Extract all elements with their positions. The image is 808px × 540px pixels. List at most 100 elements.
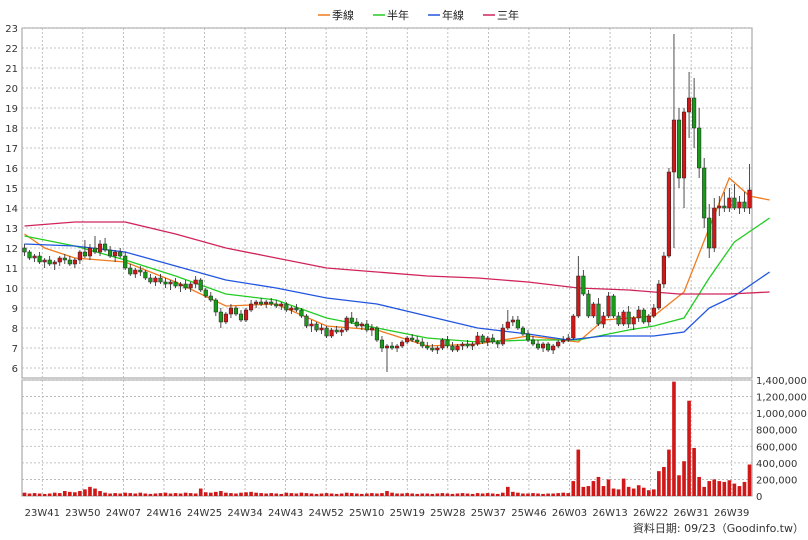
volume-bar — [22, 492, 27, 496]
volume-bar — [118, 493, 122, 496]
volume-bar — [405, 493, 409, 496]
candle-body — [188, 283, 193, 289]
candle-body — [581, 275, 586, 295]
candle-body — [712, 207, 717, 249]
candle-body — [113, 251, 118, 257]
candle-body — [339, 329, 344, 333]
data-date-footer: 資料日期: 09/23（Goodinfo.tw） — [633, 521, 804, 535]
volume-bar — [52, 492, 57, 496]
volume-bar — [465, 493, 470, 496]
volume-bar — [662, 467, 666, 496]
candle-body — [697, 127, 702, 169]
volume-bar — [365, 493, 369, 496]
volume-bar — [163, 492, 168, 496]
candle-body — [485, 337, 490, 343]
candle-body — [636, 309, 641, 319]
volume-tick-label: 400,000 — [756, 459, 797, 470]
legend: 季線 半年 年線 三年 — [318, 8, 519, 22]
candle-body — [671, 119, 677, 173]
x-tick-label: 25W28 — [430, 508, 465, 519]
volume-bar — [712, 479, 717, 496]
candle-body — [410, 337, 415, 341]
candle-body — [742, 201, 747, 209]
candle-body — [299, 309, 304, 317]
price-tick-label: 18 — [5, 124, 18, 135]
candle-body — [87, 247, 93, 257]
x-tick-label: 24W52 — [308, 508, 343, 519]
volume-bar — [269, 493, 274, 496]
candle-body — [314, 323, 319, 331]
volume-tick-label: 0 — [756, 492, 762, 503]
candle-body — [304, 315, 309, 327]
candle-body — [747, 189, 752, 209]
candle-body — [415, 339, 420, 343]
price-tick-label: 22 — [5, 44, 18, 55]
candle-body — [546, 343, 551, 351]
candle-body — [566, 337, 571, 341]
candle-body — [389, 345, 395, 349]
candle-body — [27, 251, 32, 259]
volume-bar — [526, 493, 530, 496]
volume-bar — [259, 493, 263, 496]
price-tick-label: 9 — [12, 304, 18, 315]
volume-bar — [687, 400, 691, 496]
candle-body — [374, 327, 379, 341]
volume-bar — [536, 493, 540, 496]
x-tick-label: 24W34 — [227, 508, 262, 519]
candle-body — [153, 277, 158, 283]
candle-body — [62, 257, 67, 261]
price-tick-label: 7 — [12, 344, 18, 355]
volume-bar — [178, 493, 183, 496]
volume-bar — [722, 481, 727, 496]
volume-bar — [455, 493, 460, 496]
volume-bar — [249, 491, 253, 496]
x-tick-label: 26W03 — [552, 508, 587, 519]
volume-bar — [571, 481, 576, 496]
volume-bar — [400, 493, 404, 496]
candle-body — [692, 97, 697, 129]
volume-bar — [717, 481, 722, 496]
candle-body — [405, 337, 410, 343]
candle-body — [571, 315, 576, 339]
volume-bar — [702, 486, 706, 496]
candle-body — [259, 301, 264, 305]
x-tick-label: 25W19 — [390, 508, 425, 519]
ma-line-2 — [24, 243, 770, 341]
candle-body — [465, 343, 470, 347]
candle-body — [249, 303, 254, 311]
price-axis-ticks: 6 7 8 9 10 11 12 13 14 15 16 17 18 19 20 21 22 23 — [5, 24, 18, 375]
candle-body — [243, 309, 249, 321]
volume-bar — [47, 493, 52, 496]
candle-body — [450, 345, 455, 351]
candle-body — [118, 251, 123, 257]
candle-body — [395, 345, 400, 349]
volume-bar — [123, 492, 128, 496]
volume-bar — [621, 478, 626, 496]
candle-body — [279, 303, 284, 307]
volume-bar — [68, 491, 72, 496]
volume-bar — [143, 493, 148, 496]
volume-bar — [113, 493, 117, 496]
candle-body — [213, 299, 218, 313]
volume-bar — [521, 493, 525, 496]
candle-body — [334, 329, 339, 333]
price-tick-label: 16 — [5, 164, 18, 175]
candle-body — [530, 339, 536, 345]
volume-bar — [616, 489, 621, 496]
candle-body — [510, 319, 515, 323]
candle-body — [535, 343, 541, 349]
candle-body — [591, 303, 596, 317]
volume-bar — [576, 449, 581, 496]
x-tick-label: 26W31 — [673, 508, 708, 519]
candle-body — [576, 275, 581, 317]
volume-bar — [460, 493, 465, 496]
candle-body — [238, 313, 244, 321]
volume-bar — [254, 492, 258, 496]
price-panel-frame — [21, 27, 753, 379]
volume-bar — [108, 493, 112, 496]
candle-body — [490, 337, 495, 343]
price-tick-label: 14 — [5, 204, 18, 215]
volume-bar — [103, 492, 107, 496]
candle-body — [722, 205, 727, 209]
volume-bar — [692, 447, 696, 496]
